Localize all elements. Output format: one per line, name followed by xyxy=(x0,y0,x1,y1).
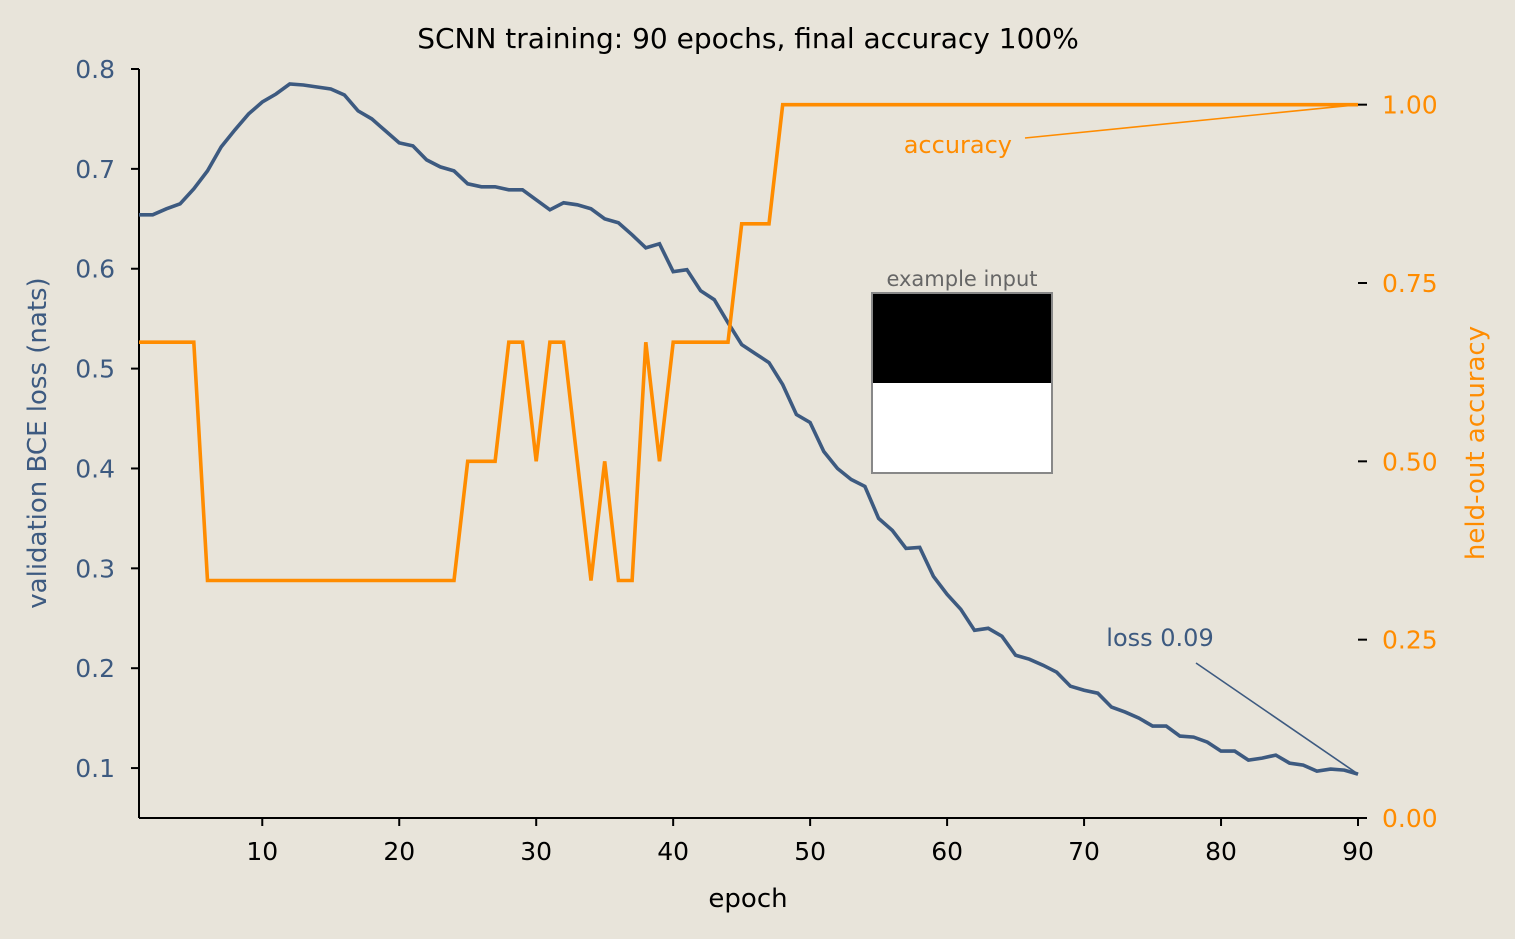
y-left-tick-label: 0.3 xyxy=(75,554,115,583)
y-left-tick-label: 0.1 xyxy=(75,754,115,783)
inset-frame xyxy=(871,292,1053,474)
x-tick-label: 40 xyxy=(657,837,689,866)
x-tick-label: 10 xyxy=(246,837,278,866)
y-left-tick-label: 0.6 xyxy=(75,255,115,284)
x-tick-label: 30 xyxy=(520,837,552,866)
x-tick-label: 50 xyxy=(794,837,826,866)
x-axis-label: epoch xyxy=(708,884,787,914)
y-axis-left-label: validation BCE loss (nats) xyxy=(23,277,53,608)
y-right-tick-label: 1.00 xyxy=(1382,91,1438,120)
y-left-tick-label: 0.8 xyxy=(75,55,115,84)
x-tick-label: 60 xyxy=(931,837,963,866)
x-tick-label: 70 xyxy=(1068,837,1100,866)
x-tick-label: 20 xyxy=(383,837,415,866)
loss-annotation-label: loss 0.09 xyxy=(1106,624,1213,652)
x-tick-label: 80 xyxy=(1205,837,1237,866)
accuracy-series-line xyxy=(139,102,1358,583)
loss-series-line xyxy=(139,82,1359,776)
y-right-tick-label: 0.00 xyxy=(1382,804,1438,833)
x-tick-label: 90 xyxy=(1342,837,1374,866)
y-left-tick-label: 0.7 xyxy=(75,155,115,184)
y-right-tick-label: 0.50 xyxy=(1382,447,1438,476)
accuracy-annotation-arrow xyxy=(1024,103,1359,139)
y-left-tick-label: 0.5 xyxy=(75,355,115,384)
y-left-tick-label: 0.4 xyxy=(75,454,115,483)
y-right-tick-label: 0.75 xyxy=(1382,269,1438,298)
inset-label: example input xyxy=(886,267,1037,291)
y-right-tick-label: 0.25 xyxy=(1382,626,1438,655)
accuracy-annotation-label: accuracy xyxy=(904,131,1012,159)
inset-cell xyxy=(872,383,1052,473)
plot-area: 10 20 30 40 50 60 70 80 90 0.1 0.2 0.3 0.4 0.5 0.6 0.7 0… xyxy=(75,55,1437,866)
y-axis-right-label: held-out accuracy xyxy=(1461,326,1491,560)
inset-cell xyxy=(872,293,1052,383)
y-left-tick-label: 0.2 xyxy=(75,654,115,683)
chart-title: SCNN training: 90 epochs, final accuracy… xyxy=(417,22,1079,55)
loss-annotation-arrow xyxy=(1195,662,1359,775)
